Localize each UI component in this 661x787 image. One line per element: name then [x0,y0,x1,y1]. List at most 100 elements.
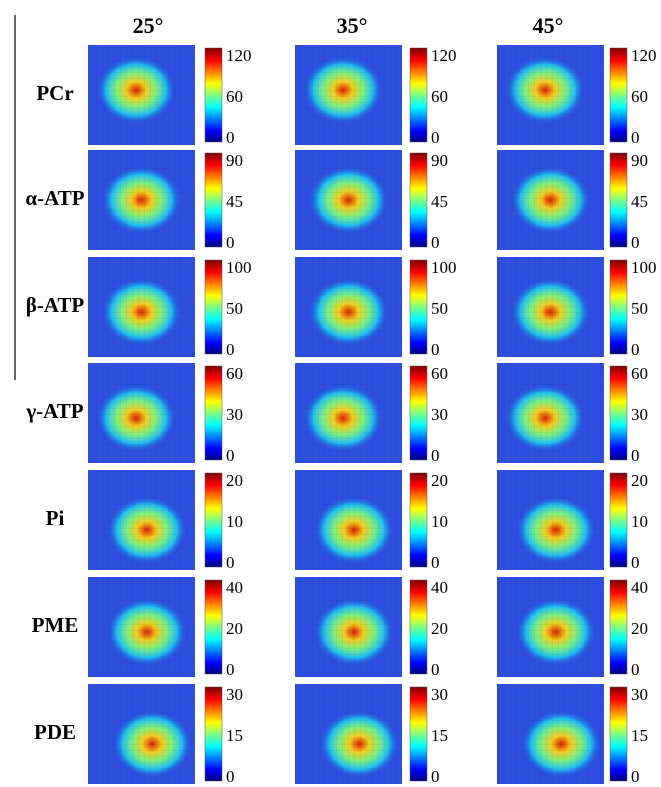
colorbar-tick-label: 0 [631,128,640,147]
colorbar-tick-label: 90 [226,151,243,170]
colorbar-tick-label: 0 [631,233,640,252]
colorbar-tick-label: 60 [226,87,243,106]
colorbar-tick-label: 120 [226,46,252,65]
heatmap-grid [497,257,604,357]
colorbar-tick-label: 40 [226,578,243,597]
heatmap-grid [295,257,402,357]
colorbar-tick-label: 90 [631,151,648,170]
colorbar-tick-label: 30 [631,685,648,704]
colorbar-tick-label: 20 [631,619,648,638]
colorbar [204,686,223,782]
row-label: γ-ATP [25,399,83,423]
colorbar-tick-label: 30 [226,405,243,424]
colorbar-tick-label: 60 [631,364,648,383]
row-label: PCr [36,81,73,105]
colorbar [204,47,223,143]
colorbar-tick-label: 0 [431,128,440,147]
colorbar [409,259,428,355]
colorbar [609,47,628,143]
colorbar-tick-label: 120 [631,46,657,65]
heatmap-grid [497,363,604,463]
column-header: 45° [533,13,564,38]
colorbar-tick-label: 20 [226,619,243,638]
colorbar [204,259,223,355]
colorbar-tick-label: 15 [226,726,243,745]
colorbar-tick-label: 0 [431,340,440,359]
colorbar [204,365,223,461]
colorbar-tick-label: 60 [431,364,448,383]
heatmap-grid [497,577,604,677]
colorbar-tick-label: 20 [631,471,648,490]
colorbar-tick-label: 10 [226,512,243,531]
colorbar [204,152,223,248]
heatmap-grid [295,470,402,570]
colorbar-tick-label: 60 [631,87,648,106]
colorbar-tick-label: 20 [431,619,448,638]
colorbar-tick-label: 50 [631,299,648,318]
colorbar-tick-label: 100 [226,258,252,277]
colorbar-tick-label: 60 [431,87,448,106]
heatmap-grid [88,150,195,250]
colorbar [409,47,428,143]
row-label: β-ATP [26,293,85,317]
heatmap-grid [295,684,402,784]
heatmap-grid [295,45,402,145]
column-header: 25° [133,13,164,38]
colorbar [409,686,428,782]
colorbar-tick-label: 100 [431,258,457,277]
colorbar [204,579,223,675]
colorbar-tick-label: 0 [226,553,235,572]
heatmap-grid [295,577,402,677]
colorbar-tick-label: 15 [631,726,648,745]
colorbar [609,152,628,248]
colorbar [204,472,223,568]
row-label: α-ATP [25,186,84,210]
colorbar-tick-label: 20 [431,471,448,490]
heatmap-grid [497,470,604,570]
row-label: PDE [34,720,76,744]
colorbar-tick-label: 100 [631,258,657,277]
colorbar-tick-label: 0 [631,340,640,359]
colorbar-tick-label: 0 [226,340,235,359]
colorbar [609,365,628,461]
heatmap-grid [497,45,604,145]
colorbar-tick-label: 40 [631,578,648,597]
colorbar-tick-label: 30 [631,405,648,424]
colorbar-tick-label: 45 [226,192,243,211]
colorbar-tick-label: 45 [631,192,648,211]
colorbar-tick-label: 40 [431,578,448,597]
column-header: 35° [337,13,368,38]
colorbar [409,579,428,675]
heatmap-grid [497,684,604,784]
colorbar-tick-label: 0 [431,446,440,465]
heatmap-grid [88,577,195,677]
colorbar [409,365,428,461]
heatmap-grid [88,257,195,357]
colorbar [409,152,428,248]
colorbar-tick-label: 10 [431,512,448,531]
heatmap-grid [88,470,195,570]
colorbar-tick-label: 30 [431,405,448,424]
heatmap-grid [497,150,604,250]
colorbar-tick-label: 45 [431,192,448,211]
colorbar [609,579,628,675]
colorbar-tick-label: 30 [226,685,243,704]
colorbar-tick-label: 60 [226,364,243,383]
colorbar-tick-label: 0 [631,767,640,786]
colorbar-tick-label: 0 [226,128,235,147]
colorbar-tick-label: 90 [431,151,448,170]
heatmap-grid [295,363,402,463]
row-label: Pi [46,506,65,530]
colorbar-tick-label: 0 [631,660,640,679]
colorbar-tick-label: 30 [431,685,448,704]
colorbar-tick-label: 0 [431,767,440,786]
heatmap-grid [88,684,195,784]
colorbar-tick-label: 20 [226,471,243,490]
colorbar [409,472,428,568]
colorbar-tick-label: 0 [431,553,440,572]
heatmap-grid [88,45,195,145]
colorbar-tick-label: 0 [631,553,640,572]
colorbar-tick-label: 0 [631,446,640,465]
colorbar-tick-label: 15 [431,726,448,745]
